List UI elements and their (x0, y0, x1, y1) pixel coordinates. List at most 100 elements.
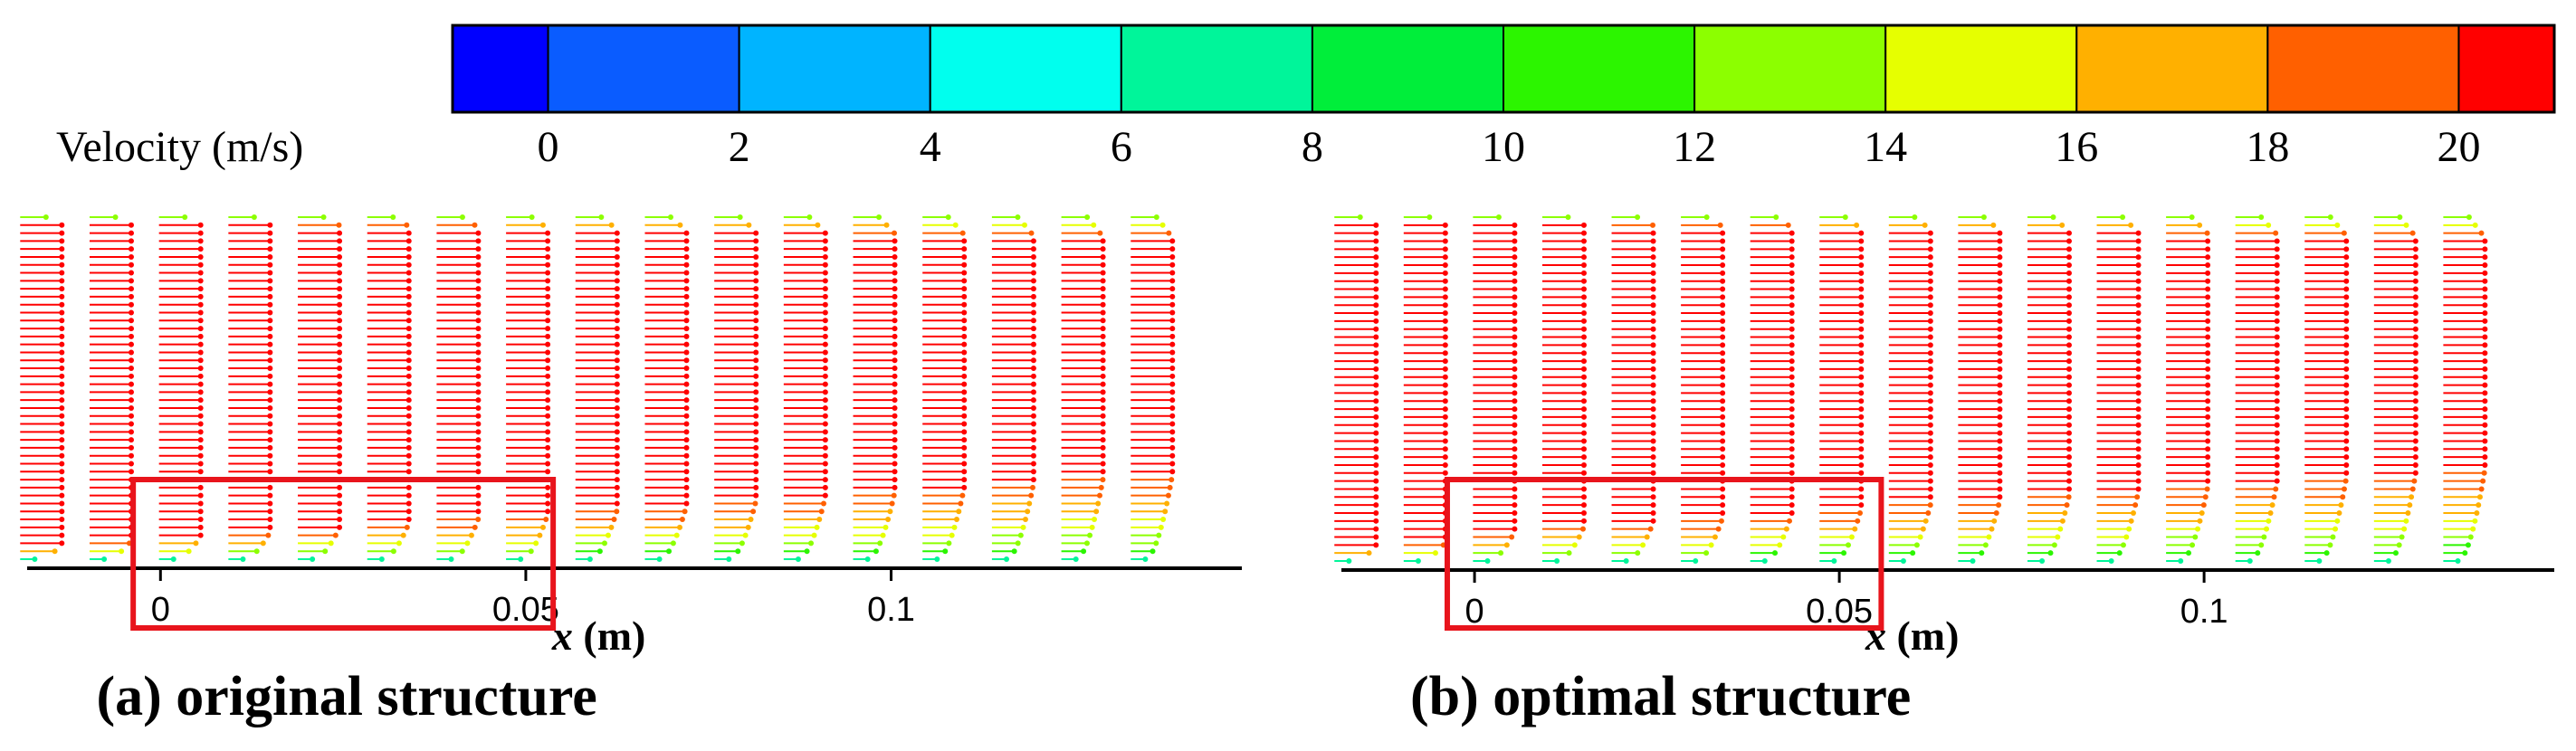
vector-head (885, 517, 892, 523)
vector-head (1927, 374, 1933, 380)
vector-head (405, 309, 412, 316)
vector-head (683, 293, 690, 299)
vector-head (1030, 477, 1036, 483)
vector-head (614, 253, 620, 260)
vector-head (197, 278, 204, 284)
vector-head (1650, 518, 1656, 524)
vector-head (2205, 310, 2211, 317)
vector-head (892, 429, 898, 435)
vector-head (197, 389, 204, 395)
vector-head (2412, 374, 2419, 380)
vector-head (683, 444, 690, 451)
vector-head (545, 286, 551, 292)
vector-head (128, 404, 134, 411)
vector-head (2039, 558, 2046, 564)
vector-head (2066, 334, 2072, 340)
vector-head (2343, 294, 2350, 300)
vector-head (1373, 294, 1379, 300)
vector-head (545, 444, 551, 451)
vector-head (1842, 214, 1848, 220)
vector-head (405, 278, 412, 284)
vector-head (2205, 238, 2211, 244)
vector-head (614, 373, 620, 379)
vector-head (1852, 526, 1858, 532)
vector-head (1426, 214, 1433, 220)
vector-head (1650, 446, 1656, 452)
vector-head (1015, 540, 1021, 547)
vector-head (2343, 350, 2350, 356)
vector-head (1015, 214, 1021, 220)
vector-head (961, 293, 968, 299)
vector-head (750, 509, 757, 515)
vector-head (605, 532, 611, 538)
colorbar-bin (452, 24, 549, 113)
vector-head (1858, 486, 1865, 492)
colorbar-tick-label: 14 (1864, 123, 1907, 171)
colorbar-tick-label: 2 (729, 123, 750, 171)
vector-head (475, 309, 482, 316)
vector-head (128, 253, 134, 260)
vector-head (816, 517, 823, 523)
vector-head (1442, 270, 1448, 276)
vector-head (405, 484, 412, 490)
vector-head (1720, 286, 1726, 292)
velocity-profile (158, 214, 204, 562)
vector-head (1650, 286, 1656, 292)
vector-head (1845, 542, 1851, 548)
vector-head (1100, 253, 1106, 260)
vector-head (2343, 278, 2350, 284)
vector-head (683, 437, 690, 443)
vector-head (670, 540, 676, 547)
vector-head (545, 333, 551, 339)
vector-head (2269, 502, 2275, 509)
vector-head (2412, 270, 2419, 276)
vector-head (475, 461, 482, 467)
vector-head (2066, 310, 2072, 317)
vector-head (475, 278, 482, 284)
vector-head (475, 469, 482, 475)
vector-head (1373, 430, 1379, 436)
vector-head (337, 373, 343, 379)
velocity-profile (1541, 214, 1587, 564)
vector-head (1927, 422, 1933, 428)
vector-head (2066, 358, 2072, 365)
vector-head (2412, 246, 2419, 252)
vector-head (1373, 509, 1379, 516)
vector-head (753, 429, 759, 435)
vector-head (2066, 430, 2072, 436)
vector-head (1580, 286, 1587, 292)
vector-head (961, 286, 968, 292)
vector-head (2108, 558, 2114, 564)
vector-head (1650, 318, 1656, 324)
vector-head (2205, 430, 2211, 436)
vector-head (745, 524, 751, 530)
vector-head (676, 524, 682, 530)
vector-head (1169, 452, 1176, 459)
vector-head (683, 397, 690, 404)
vector-head (822, 444, 828, 451)
velocity-profile (853, 214, 898, 562)
vector-head (726, 556, 732, 562)
colorbar-tick-label: 18 (2246, 123, 2289, 171)
vector-head (2343, 414, 2350, 420)
vector-head (2412, 238, 2419, 244)
vector-head (822, 437, 828, 443)
vector-head (1442, 246, 1448, 252)
vector-head (1580, 222, 1587, 228)
vector-head (1720, 358, 1726, 365)
vector-head (59, 421, 65, 427)
vector-head (2412, 446, 2419, 452)
vector-head (2482, 246, 2488, 252)
vector-head (673, 532, 680, 538)
vector-head (2482, 310, 2488, 317)
vector-head (892, 381, 898, 387)
vector-head (614, 429, 620, 435)
vector-head (1927, 350, 1933, 356)
vector-head (2195, 526, 2201, 532)
vector-head (59, 318, 65, 324)
vector-head (1100, 469, 1106, 475)
vector-head (1900, 558, 1906, 564)
vector-head (1512, 486, 1518, 492)
vector-head (2412, 342, 2419, 348)
vector-head (260, 540, 266, 547)
